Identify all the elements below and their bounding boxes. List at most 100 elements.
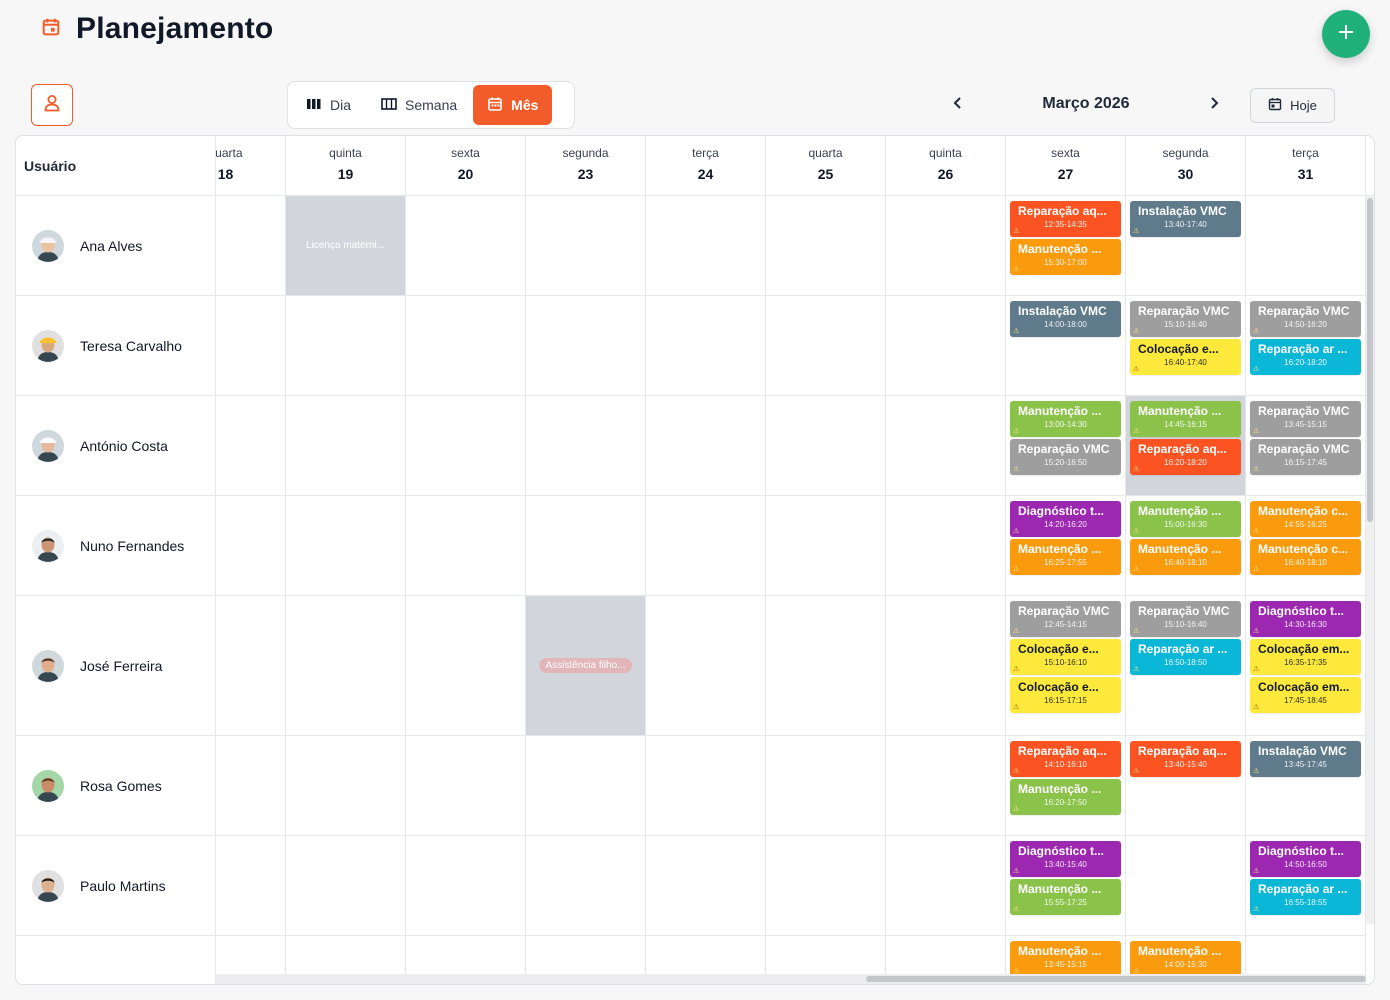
schedule-cell[interactable] [1246,836,1366,936]
schedule-cell[interactable] [1246,596,1366,736]
event-card[interactable]: Diagnóstico t... 14:30-16:30 ⚠ [1250,601,1361,637]
schedule-cell[interactable] [406,396,526,496]
schedule-cell[interactable] [766,196,886,296]
event-card[interactable]: Reparação ar ... 16:55-18:55 ⚠ [1250,879,1361,915]
schedule-cell[interactable] [1006,296,1126,396]
absence-block[interactable]: Licença materni... [286,196,405,295]
event-card[interactable]: Reparação aq... 16:20-18:20 ⚠ [1130,439,1241,475]
schedule-cell[interactable] [886,736,1006,836]
view-week-button[interactable]: Semana [367,85,471,125]
schedule-cell[interactable] [1126,496,1246,596]
event-card[interactable]: Manutenção ... 14:00-15:30 ⚠ [1130,941,1241,977]
user-cell[interactable]: António Costa [16,396,216,496]
user-cell[interactable]: Rosa Gomes [16,736,216,836]
schedule-cell[interactable] [286,496,406,596]
schedule-cell[interactable] [286,736,406,836]
event-card[interactable]: Manutenção ... 15:00-16:30 ⚠ [1130,501,1241,537]
day-header[interactable]: segunda 23 [526,136,646,195]
event-card[interactable]: Reparação VMC 13:45-15:15 ⚠ [1250,401,1361,437]
schedule-cell[interactable] [1006,936,1126,984]
day-header[interactable]: quarta 18 [216,136,286,195]
day-header[interactable]: sexta 20 [406,136,526,195]
schedule-cell[interactable] [526,936,646,984]
schedule-cell[interactable] [646,496,766,596]
schedule-cell[interactable] [216,196,286,296]
schedule-cell[interactable] [286,596,406,736]
event-card[interactable]: Manutenção ... 13:00-14:30 ⚠ [1010,401,1121,437]
schedule-cell[interactable] [1246,736,1366,836]
schedule-cell[interactable] [766,736,886,836]
schedule-cell[interactable] [646,396,766,496]
schedule-cell[interactable] [1006,736,1126,836]
schedule-cell[interactable] [406,496,526,596]
user-cell[interactable] [16,936,216,984]
schedule-cell[interactable] [216,596,286,736]
event-card[interactable]: Reparação ar ... 16:20-18:20 ⚠ [1250,339,1361,375]
schedule-cell[interactable] [526,836,646,936]
schedule-cell[interactable] [1126,736,1246,836]
schedule-cell[interactable] [216,736,286,836]
event-card[interactable]: Instalação VMC 13:40-17:40 ⚠ [1130,201,1241,237]
schedule-cell[interactable] [286,936,406,984]
event-card[interactable]: Colocação e... 16:15-17:15 ⚠ [1010,677,1121,713]
event-card[interactable]: Reparação aq... 14:10-16:10 ⚠ [1010,741,1121,777]
event-card[interactable]: Reparação aq... 12:35-14:35 ⚠ [1010,201,1121,237]
event-card[interactable]: Manutenção c... 16:40-18:10 ⚠ [1250,539,1361,575]
schedule-cell[interactable] [646,836,766,936]
previous-month-button[interactable] [946,93,970,117]
event-card[interactable]: Reparação VMC 15:10-16:40 ⚠ [1130,601,1241,637]
day-header[interactable]: sexta 27 [1006,136,1126,195]
schedule-cell[interactable] [286,836,406,936]
next-month-button[interactable] [1202,93,1226,117]
schedule-cell[interactable] [886,296,1006,396]
event-card[interactable]: Manutenção ... 16:40-18:10 ⚠ [1130,539,1241,575]
schedule-cell[interactable] [406,596,526,736]
schedule-cell[interactable] [886,836,1006,936]
event-card[interactable]: Instalação VMC 13:45-17:45 ⚠ [1250,741,1361,777]
schedule-cell[interactable] [526,496,646,596]
user-cell[interactable]: Nuno Fernandes [16,496,216,596]
event-card[interactable]: Manutenção ... 16:25-17:55 ⚠ [1010,539,1121,575]
schedule-cell[interactable] [1006,836,1126,936]
event-card[interactable]: Reparação VMC 15:10-16:40 ⚠ [1130,301,1241,337]
schedule-cell[interactable] [1006,596,1126,736]
schedule-cell[interactable] [1126,196,1246,296]
schedule-cell[interactable] [406,736,526,836]
event-card[interactable]: Manutenção ... 14:45-16:15 ⚠ [1130,401,1241,437]
event-card[interactable]: Reparação VMC 14:50-16:20 ⚠ [1250,301,1361,337]
day-header[interactable]: quarta 25 [766,136,886,195]
event-card[interactable]: Diagnóstico t... 14:20-16:20 ⚠ [1010,501,1121,537]
schedule-cell[interactable] [646,936,766,984]
day-header[interactable]: quinta 26 [886,136,1006,195]
schedule-cell[interactable] [886,936,1006,984]
schedule-cell[interactable] [216,496,286,596]
day-header[interactable]: terça 24 [646,136,766,195]
schedule-cell[interactable] [286,296,406,396]
event-card[interactable]: Colocação em... 16:35-17:35 ⚠ [1250,639,1361,675]
schedule-cell[interactable] [1006,196,1126,296]
schedule-cell[interactable] [766,836,886,936]
schedule-cell[interactable] [1126,836,1246,936]
user-cell[interactable]: Ana Alves [16,196,216,296]
event-card[interactable]: Manutenção ... 13:45-15:15 ⚠ [1010,941,1121,977]
schedule-cell[interactable] [526,296,646,396]
day-header[interactable]: terça 31 [1246,136,1366,195]
schedule-cell[interactable] [886,596,1006,736]
horizontal-scrollbar-thumb[interactable] [866,976,1366,982]
schedule-cell[interactable] [1246,396,1366,496]
event-card[interactable]: Reparação VMC 12:45-14:15 ⚠ [1010,601,1121,637]
schedule-cell[interactable] [526,196,646,296]
schedule-cell[interactable] [216,296,286,396]
user-cell[interactable]: Teresa Carvalho [16,296,216,396]
user-filter-button[interactable] [31,84,73,126]
vertical-scrollbar[interactable] [1366,196,1374,924]
event-card[interactable]: Manutenção ... 16:20-17:50 ⚠ [1010,779,1121,815]
schedule-cell[interactable] [1126,296,1246,396]
schedule-cell[interactable] [216,396,286,496]
schedule-cell[interactable] [766,296,886,396]
schedule-cell[interactable] [526,396,646,496]
schedule-cell[interactable] [406,296,526,396]
schedule-cell[interactable] [406,196,526,296]
horizontal-scrollbar[interactable] [216,974,1366,984]
event-card[interactable]: Manutenção ... 15:30-17:00 ⚠ [1010,239,1121,275]
